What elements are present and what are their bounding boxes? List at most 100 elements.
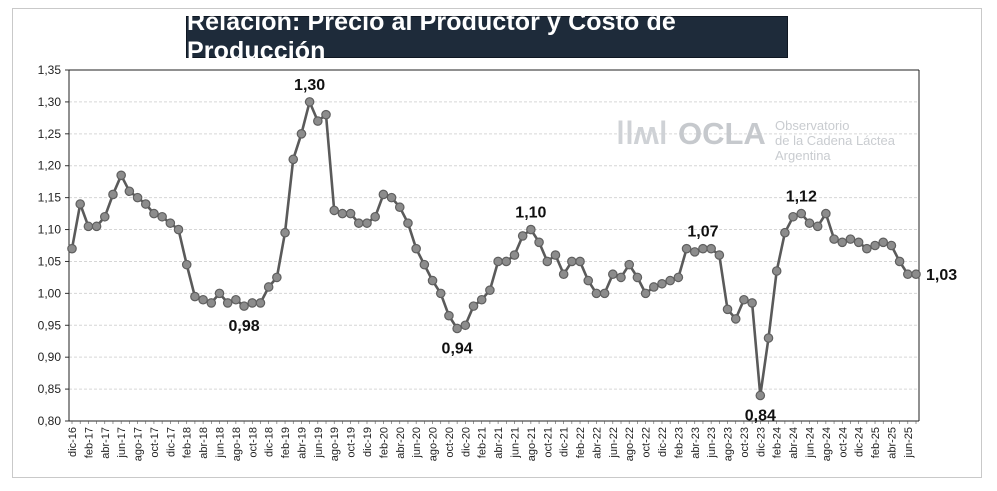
x-tick-label: dic-22 [657, 427, 669, 457]
data-point [280, 227, 290, 238]
ocla-watermark: ǀǀʍǀ OCLA Observatorio de la Cadena Láct… [616, 115, 896, 163]
data-point [788, 211, 798, 222]
x-tick-label: ago-20 [428, 427, 440, 461]
data-point [763, 333, 774, 343]
data-label: 1,12 [786, 189, 817, 206]
y-tick-label: 1,25 [38, 127, 62, 141]
data-label: 1,07 [687, 224, 718, 241]
x-tick-label: feb-21 [477, 427, 489, 458]
data-point [132, 192, 143, 203]
data-point [886, 240, 897, 251]
y-tick-label: 0,85 [38, 382, 62, 396]
y-tick-label: 0,90 [38, 350, 62, 364]
data-point [706, 243, 716, 254]
data-point [313, 116, 323, 126]
data-point [681, 243, 692, 254]
data-point [853, 237, 864, 248]
data-point [231, 294, 241, 305]
data-point [657, 278, 667, 289]
x-tick-label: dic-18 [264, 427, 276, 457]
data-point [403, 218, 413, 228]
data-point [714, 250, 725, 260]
data-point [911, 269, 921, 280]
x-tick-label: feb-24 [772, 427, 784, 458]
data-point [509, 250, 520, 260]
data-point [214, 288, 225, 299]
data-point [722, 304, 733, 315]
data-point [99, 211, 110, 222]
data-point [444, 310, 454, 321]
x-tick-label: oct-18 [247, 427, 259, 458]
data-label: 1,30 [294, 77, 325, 94]
y-tick-label: 1,15 [38, 191, 62, 205]
data-point [476, 294, 487, 305]
x-tick-label: feb-19 [280, 427, 292, 458]
y-tick-label: 1,05 [38, 254, 62, 268]
x-tick-label: ago-17 [133, 427, 145, 461]
data-point [845, 234, 856, 244]
data-point [796, 208, 807, 219]
data-point [181, 259, 192, 270]
data-point [599, 288, 610, 299]
x-tick-label: jun-23 [706, 427, 718, 459]
data-point [411, 243, 421, 254]
data-point [296, 129, 307, 139]
data-point [329, 205, 340, 216]
data-point [567, 256, 577, 267]
data-point [124, 186, 135, 197]
axes [65, 69, 920, 424]
data-point [206, 298, 217, 308]
data-label: 1,10 [515, 205, 546, 222]
x-tick-label: dic-21 [559, 427, 571, 457]
x-tick-label: abr-24 [788, 427, 800, 459]
data-point [460, 320, 471, 331]
data-point [730, 314, 741, 324]
data-point [165, 218, 176, 228]
x-tick-label: feb-17 [83, 427, 95, 458]
data-point [821, 208, 831, 219]
data-label: 0,98 [229, 318, 260, 335]
data-point [91, 221, 102, 232]
data-point [878, 237, 889, 248]
x-tick-label: jun-17 [116, 427, 128, 459]
data-point [780, 227, 790, 238]
x-tick-label: dic-16 [67, 427, 79, 457]
data-point [239, 301, 249, 311]
data-point [370, 211, 380, 222]
data-point [640, 288, 651, 299]
data-point [190, 291, 200, 302]
watermark-line2: de la Cadena Láctea [775, 133, 896, 148]
data-point [83, 221, 94, 232]
data-point [378, 189, 389, 200]
data-point [173, 224, 184, 235]
x-tick-label: abr-23 [690, 427, 702, 459]
data-point [583, 275, 594, 286]
x-tick-label: abr-19 [296, 427, 308, 459]
data-point [501, 256, 512, 267]
x-tick-label: feb-20 [378, 427, 390, 458]
data-point [140, 199, 151, 209]
x-tick-label: jun-21 [509, 427, 521, 459]
data-point [337, 208, 348, 219]
x-tick-label: oct-17 [149, 427, 161, 458]
data-point [771, 266, 782, 276]
data-point [673, 272, 684, 283]
data-point [616, 272, 626, 283]
data-point [903, 269, 913, 280]
data-point [263, 282, 274, 292]
data-point [198, 294, 208, 305]
data-point [591, 288, 602, 299]
data-label: 1,03 [926, 267, 957, 284]
x-tick-label: dic-24 [854, 427, 866, 457]
y-tick-label: 1,30 [38, 95, 62, 109]
data-point [739, 294, 749, 305]
x-tick-label: jun-19 [313, 427, 325, 459]
data-point [304, 97, 315, 107]
x-tick-label: feb-23 [673, 427, 685, 458]
data-point [288, 154, 299, 165]
x-tick-label: jun-20 [411, 427, 423, 459]
data-point [67, 243, 77, 254]
x-tick-label: abr-22 [591, 427, 603, 459]
data-point [526, 224, 536, 235]
